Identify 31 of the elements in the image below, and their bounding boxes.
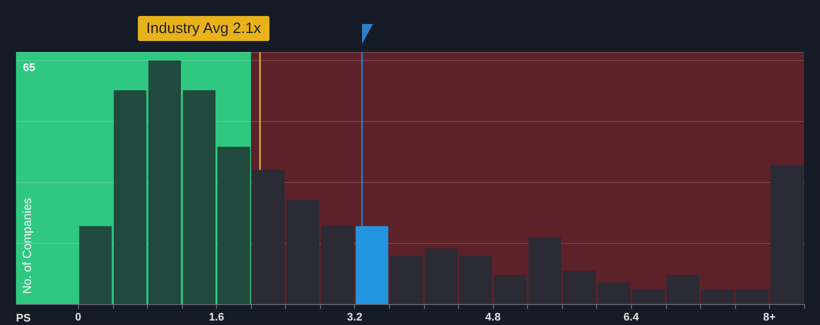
x-tick-label: 1.6 (208, 312, 224, 324)
bar (494, 275, 527, 304)
bar (459, 256, 492, 304)
bar (666, 275, 700, 304)
x-tick-label: 4.8 (485, 312, 501, 324)
bar (528, 237, 562, 304)
y-axis-title: No. of Companies (20, 198, 34, 294)
bar (252, 170, 285, 304)
annotation: 65 (23, 62, 36, 74)
bar (356, 226, 388, 304)
bar (148, 60, 181, 304)
bar (114, 90, 146, 304)
bar (321, 226, 354, 304)
bar (79, 226, 112, 304)
bar (736, 290, 768, 304)
bar (217, 146, 250, 304)
x-tick-label: 3.2 (347, 312, 362, 324)
x-tick-label: 0 (75, 312, 82, 324)
bar (182, 90, 216, 304)
x-tick-label: 8+ (763, 312, 776, 324)
bar (424, 248, 458, 304)
bar (390, 256, 423, 304)
bar (563, 270, 596, 304)
bar (701, 290, 734, 304)
bar (632, 290, 665, 304)
bar (770, 165, 803, 304)
x-axis-title: PS (16, 312, 31, 324)
bar (286, 200, 320, 304)
ref-line-label: Industry Avg 2.1x (146, 20, 262, 37)
x-tick-label: 6.4 (624, 312, 640, 324)
bar (598, 282, 630, 304)
